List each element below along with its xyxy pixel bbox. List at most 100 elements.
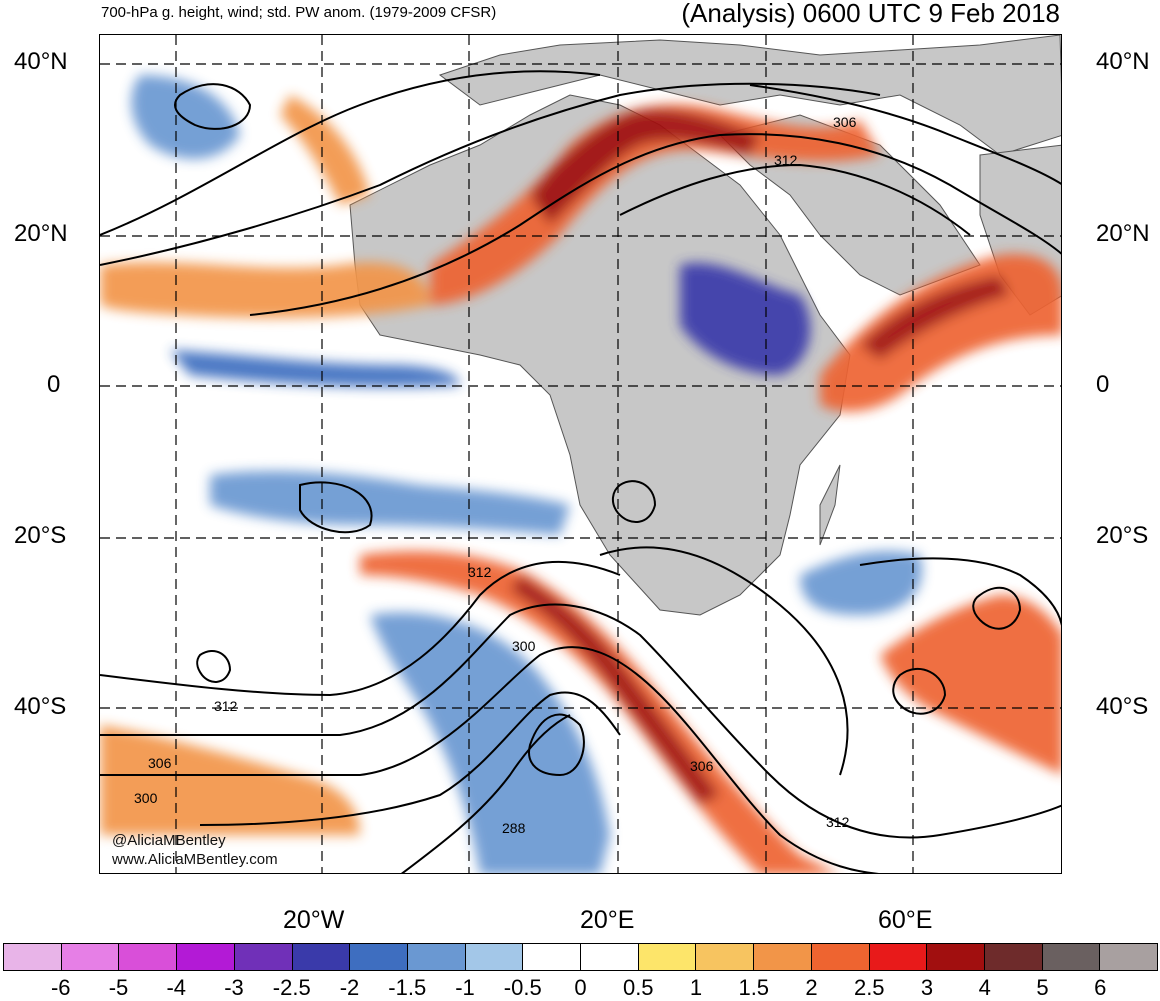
contour-north-5 xyxy=(749,84,1061,185)
colorbar-tick: -1 xyxy=(455,975,475,1000)
lon-label: 60°E xyxy=(878,906,933,934)
pw-negative-band-equatorial xyxy=(170,350,460,387)
pw-positive-band-south-indian xyxy=(880,595,1061,775)
contour-north-2 xyxy=(100,82,881,266)
weather-map: 306 312 312 300 306 312 306 300 288 312 xyxy=(100,35,1061,873)
credit-handle: @AliciaMBentley xyxy=(112,832,226,849)
colorbar-tick: 4 xyxy=(978,975,991,1000)
colorbar-cell xyxy=(350,943,408,971)
colorbar-cell xyxy=(234,943,293,971)
colorbar-tick: -5 xyxy=(108,975,129,1000)
pw-negative-band-central-africa xyxy=(680,262,811,375)
contour-label: 312 xyxy=(826,814,850,830)
height-contours xyxy=(100,70,1061,873)
lat-label-left: 0 xyxy=(47,371,61,398)
pw-negative-band-north-atlantic xyxy=(131,75,240,159)
colorbar-cell xyxy=(869,943,928,971)
lat-label-right: 20°N xyxy=(1096,220,1150,247)
colorbar-tick: -4 xyxy=(166,975,187,1000)
pw-negative-band-southern-ocean xyxy=(370,612,610,873)
colorbar-cell xyxy=(465,943,524,971)
map-frame: 306 312 312 300 306 312 306 300 288 312 xyxy=(99,34,1062,874)
colorbar-tick: 6 xyxy=(1094,975,1107,1000)
colorbar-cell xyxy=(811,943,870,971)
lat-label-left: 40°N xyxy=(14,48,68,75)
contour-label: 288 xyxy=(502,820,526,836)
lat-label-right: 40°N xyxy=(1096,48,1150,75)
colorbar-cell xyxy=(119,943,178,971)
lat-label-right: 40°S xyxy=(1096,693,1149,720)
contour-north-4 xyxy=(619,163,971,236)
contour-north-3 xyxy=(249,133,1061,316)
contour-label: 312 xyxy=(468,564,492,580)
contour-south-6 xyxy=(599,546,849,776)
africa-landmass xyxy=(349,94,851,616)
colorbar-cell xyxy=(1042,943,1101,971)
contour-label: 312 xyxy=(214,698,238,714)
colorbar-tick: -3 xyxy=(224,975,244,1000)
contour-label: 312 xyxy=(774,152,798,168)
colorbar-tick: 2 xyxy=(805,975,818,1000)
lon-label: 20°E xyxy=(580,906,635,934)
lat-label-right: 20°S xyxy=(1096,522,1149,549)
contour-label: 306 xyxy=(833,114,857,130)
contour-south-5 xyxy=(400,714,571,873)
contour-low-south-indian-2 xyxy=(892,668,947,715)
colorbar-tick: 0 xyxy=(574,975,587,1000)
contour-cutoff-low xyxy=(528,713,585,777)
contour-south-4 xyxy=(199,691,621,826)
colorbar-cell xyxy=(754,943,812,971)
pw-positive-band-subtropical-jet xyxy=(430,104,880,305)
contour-south-3 xyxy=(100,646,880,873)
colorbar-tick: -6 xyxy=(50,975,71,1000)
colorbar-cell xyxy=(581,943,639,971)
contour-label: 306 xyxy=(148,755,172,771)
lat-label-left: 40°S xyxy=(14,693,67,720)
colorbar-tick: 1.5 xyxy=(738,975,770,1000)
madagascar-landmass xyxy=(819,464,841,546)
contour-low-tropical xyxy=(612,480,657,523)
colorbar-cell xyxy=(292,943,351,971)
colorbar-tick: 3 xyxy=(920,975,934,1000)
pw-core-band-indian-ocean xyxy=(860,275,1010,360)
pw-core-band-south-atlantic-frontal xyxy=(510,575,720,805)
colorbar-cell xyxy=(696,943,755,971)
colorbar xyxy=(3,943,1159,971)
contour-label: 306 xyxy=(690,758,714,774)
lat-label-left: 20°N xyxy=(14,220,68,247)
colorbar-tick: 2.5 xyxy=(853,975,885,1000)
contour-low-atlantic xyxy=(299,481,373,534)
contour-low-south-indian xyxy=(972,586,1022,630)
contour-low-west xyxy=(196,650,232,683)
colorbar-cell xyxy=(1100,943,1159,971)
colorbar-tick: 5 xyxy=(1036,975,1049,1000)
contour-south-2 xyxy=(100,603,1061,839)
lat-label-right: 0 xyxy=(1096,371,1110,398)
colorbar-cell xyxy=(927,943,985,971)
pw-positive-band-atlantic-itcz xyxy=(100,262,430,318)
pw-positive-band-north-atlantic xyxy=(280,95,370,205)
colorbar-cell xyxy=(984,943,1043,971)
colorbar-cell xyxy=(61,943,120,971)
title-left: 700-hPa g. height, wind; std. PW anom. (… xyxy=(101,4,497,21)
colorbar-cell xyxy=(523,943,582,971)
colorbar-tick: -0.5 xyxy=(503,975,542,1000)
colorbar-tick: -1.5 xyxy=(388,975,427,1000)
title-right: (Analysis) 0600 UTC 9 Feb 2018 xyxy=(681,0,1060,28)
colorbar-cell xyxy=(177,943,235,971)
pw-negative-band-south-indian xyxy=(800,551,922,615)
pw-positive-band-southwest xyxy=(100,725,360,835)
credit-website: www.AliciaMBentley.com xyxy=(112,851,278,868)
contour-labels: 306 312 312 300 306 312 306 300 288 312 xyxy=(134,114,857,836)
colorbar-cell xyxy=(3,943,62,971)
lat-label-left: 20°S xyxy=(14,522,67,549)
colorbar-tick: -2.5 xyxy=(272,975,311,1000)
contour-label: 300 xyxy=(134,790,158,806)
colorbar-tick: -2 xyxy=(339,975,360,1000)
contour-south-1 xyxy=(100,560,621,697)
lon-label: 20°W xyxy=(283,906,345,934)
colorbar-tick: 0.5 xyxy=(622,975,654,1000)
colorbar-tick: 1 xyxy=(689,975,703,1000)
contour-label: 300 xyxy=(512,638,536,654)
contour-south-7 xyxy=(859,557,1061,627)
